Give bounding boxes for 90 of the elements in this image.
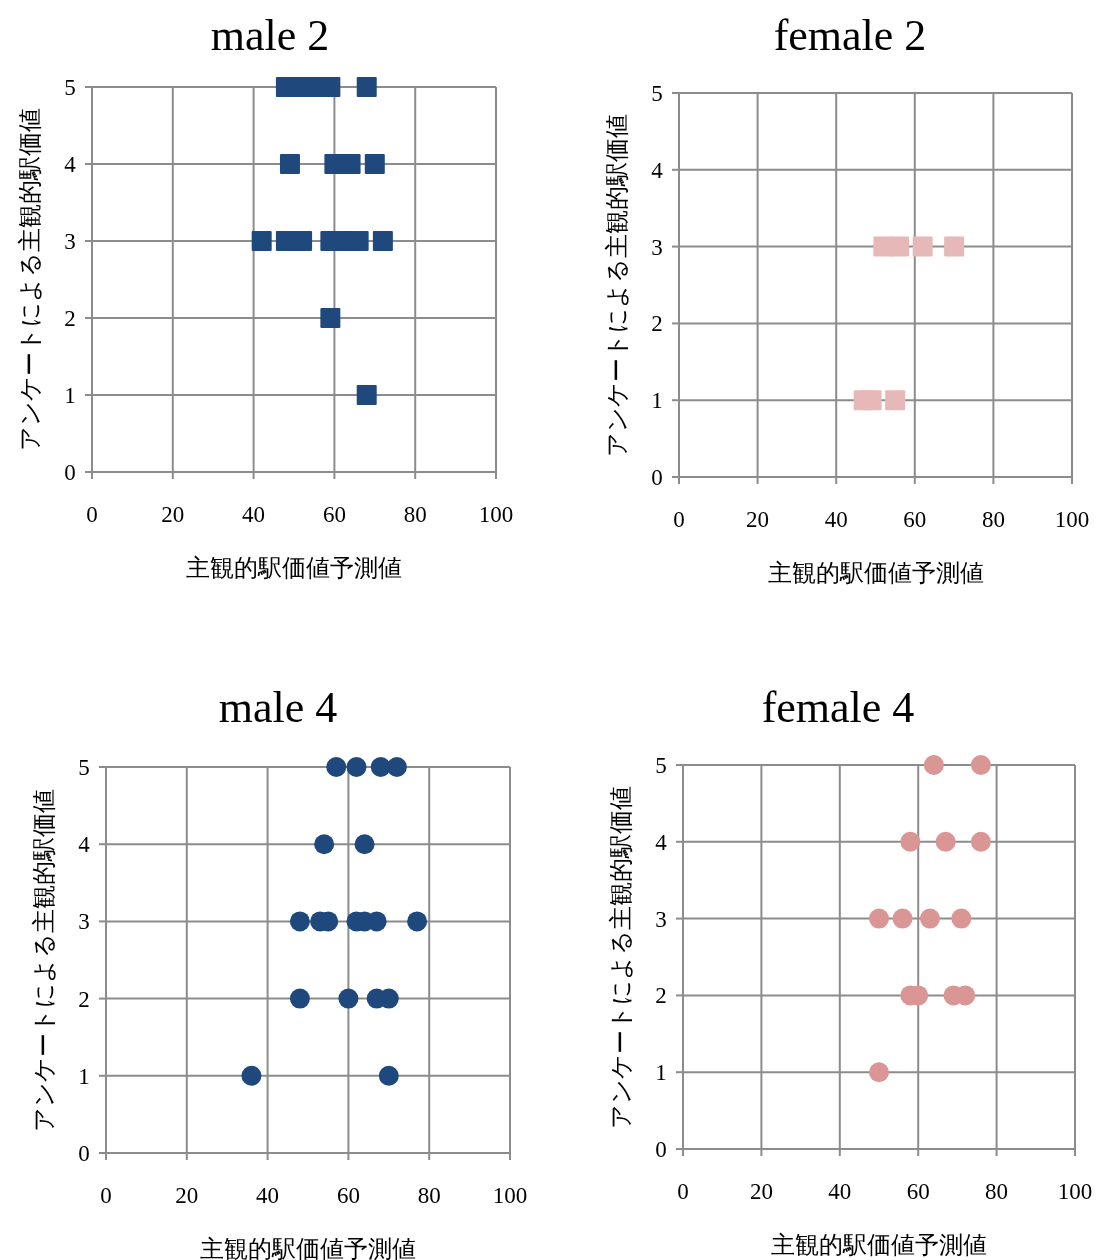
y-tick-label: 0: [78, 1141, 90, 1166]
point: [900, 831, 921, 852]
y-tick-label: 4: [64, 152, 77, 177]
y-tick-label: 1: [655, 1060, 667, 1086]
point: [356, 77, 377, 97]
y-tick-label: 2: [655, 983, 667, 1009]
x-tick-label: 80: [985, 1179, 1009, 1204]
point: [314, 834, 335, 855]
x-tick-label: 80: [403, 502, 427, 527]
y-tick-label: 1: [651, 388, 663, 414]
y-tick-label: 5: [78, 755, 90, 780]
point: [289, 911, 310, 932]
x-axis-title: 主観的駅価値予測値: [767, 560, 984, 586]
x-tick-label: 60: [322, 502, 346, 527]
x-tick-label: 100: [1054, 507, 1090, 532]
y-tick-label: 1: [64, 383, 76, 408]
point: [923, 755, 944, 775]
x-tick-label: 20: [746, 507, 770, 532]
point: [346, 757, 367, 777]
point: [407, 911, 428, 932]
y-tick-label: 4: [655, 829, 668, 855]
y-tick-label: 4: [78, 832, 91, 858]
x-tick-label: 0: [673, 507, 685, 532]
x-axis-title: 主観的駅価値予測値: [771, 1232, 987, 1258]
y-axis-title: アンケートによる主観的駅価値: [31, 788, 57, 1132]
x-tick-label: 20: [749, 1179, 773, 1204]
y-tick-label: 5: [651, 81, 663, 106]
y-tick-label: 5: [655, 753, 667, 778]
point: [372, 231, 393, 251]
y-tick-label: 0: [655, 1137, 667, 1162]
y-tick-label: 3: [655, 906, 667, 932]
point: [320, 308, 341, 328]
x-tick-label: 20: [161, 502, 185, 527]
point: [869, 1062, 889, 1083]
y-tick-label: 0: [651, 465, 663, 490]
x-tick-label: 40: [824, 507, 848, 532]
y-tick-label: 2: [651, 311, 663, 337]
x-tick-label: 40: [828, 1179, 852, 1204]
y-tick-label: 2: [78, 986, 90, 1012]
chart-title: female 4: [761, 683, 915, 732]
point: [951, 908, 972, 929]
chart-title: male 4: [218, 683, 338, 732]
x-axis-title: 主観的駅価値予測値: [200, 1236, 416, 1260]
x-tick-label: 0: [677, 1179, 689, 1204]
x-tick-label: 100: [492, 1183, 528, 1208]
y-axis-title: アンケートによる主観的駅価値: [604, 113, 630, 457]
x-tick-label: 60: [903, 507, 927, 532]
y-tick-label: 4: [651, 157, 664, 183]
point: [970, 831, 991, 852]
chart-title: female 2: [773, 11, 927, 60]
point: [970, 755, 991, 775]
point: [386, 757, 407, 777]
point: [348, 231, 369, 251]
point: [338, 988, 359, 1009]
point: [292, 231, 313, 251]
x-tick-label: 0: [100, 1183, 112, 1208]
y-tick-label: 3: [651, 234, 663, 260]
y-axis-title: アンケートによる主観的駅価値: [17, 108, 43, 451]
x-axis-title: 主観的駅価値予測値: [186, 555, 402, 581]
point: [289, 988, 310, 1009]
point: [378, 1065, 399, 1086]
x-tick-label: 60: [906, 1179, 930, 1204]
y-tick-label: 3: [64, 229, 76, 254]
x-tick-label: 40: [256, 1183, 280, 1208]
chart-title: male 2: [210, 11, 330, 60]
x-tick-label: 60: [336, 1183, 360, 1208]
y-tick-label: 2: [64, 306, 76, 331]
point: [892, 908, 913, 929]
y-tick-label: 5: [64, 75, 76, 100]
x-tick-label: 80: [981, 507, 1005, 532]
x-tick-label: 40: [242, 502, 266, 527]
point: [364, 154, 385, 174]
x-tick-label: 100: [1057, 1179, 1093, 1204]
point: [241, 1065, 262, 1086]
y-tick-label: 1: [78, 1063, 90, 1089]
point: [869, 908, 889, 929]
point: [919, 908, 940, 929]
point: [251, 231, 272, 251]
point: [340, 154, 361, 174]
point: [326, 757, 347, 777]
x-tick-label: 20: [175, 1183, 199, 1208]
point: [279, 154, 300, 174]
x-tick-label: 100: [478, 502, 514, 527]
y-axis-title: アンケートによる主観的駅価値: [608, 785, 634, 1129]
y-tick-label: 3: [78, 909, 90, 935]
point: [935, 831, 956, 852]
x-tick-label: 80: [417, 1183, 441, 1208]
point: [354, 834, 375, 855]
y-tick-label: 0: [64, 460, 76, 485]
point: [356, 385, 377, 405]
